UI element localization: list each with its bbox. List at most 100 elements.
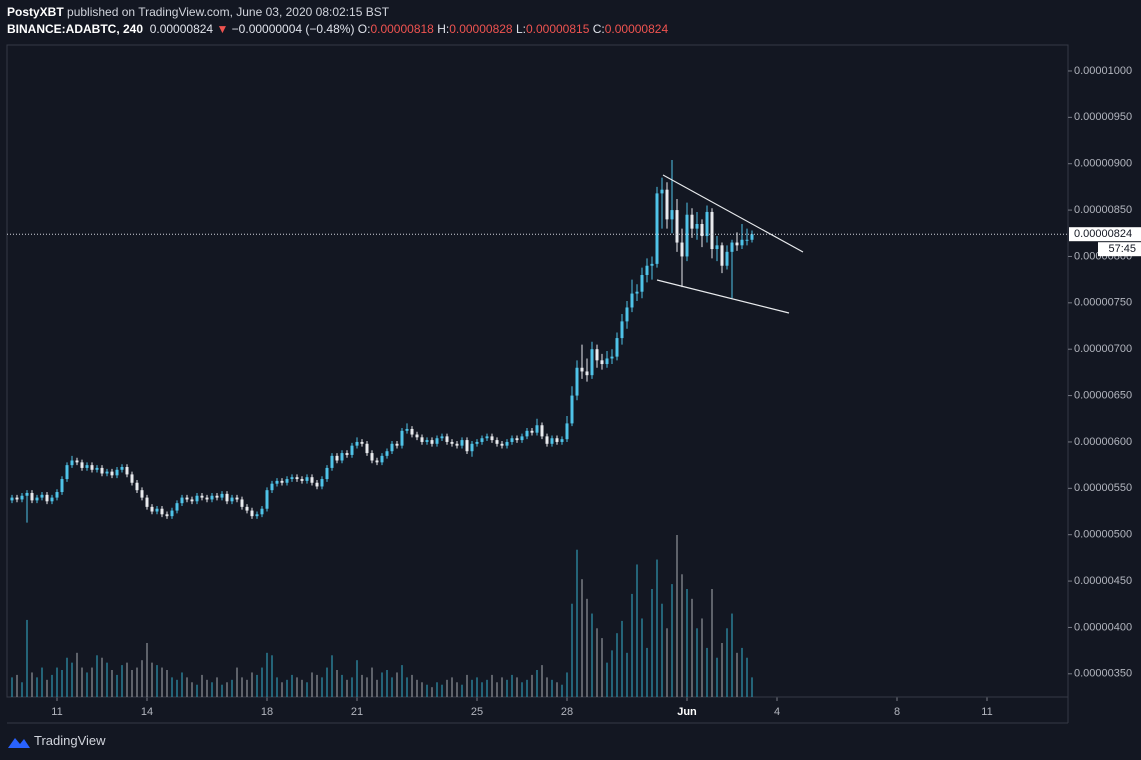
candle-body: [430, 440, 434, 444]
candle-body: [390, 443, 394, 452]
candle-body: [345, 453, 349, 455]
candle-body: [560, 439, 564, 442]
volume-bar: [86, 672, 88, 697]
candle-body: [425, 440, 429, 442]
volume-bar: [731, 613, 733, 697]
candle-body: [455, 443, 459, 446]
volume-bar: [666, 628, 668, 697]
candle-body: [535, 425, 539, 433]
candle-body: [205, 497, 209, 500]
candle-body: [470, 443, 474, 452]
volume-bar: [651, 589, 653, 697]
volume-bar: [611, 650, 613, 697]
volume-bar: [21, 682, 23, 697]
volume-bar: [491, 674, 493, 697]
volume-bar: [461, 684, 463, 697]
author: PostyXBT: [7, 5, 64, 19]
volume-bar: [431, 687, 433, 697]
candle-body: [80, 462, 84, 468]
candle-body: [55, 492, 59, 498]
ohlc-key: L:: [515, 22, 526, 36]
volume-bar: [441, 684, 443, 697]
candle-body: [660, 189, 664, 194]
x-tick-label: 8: [894, 706, 900, 718]
volume-bar: [251, 672, 253, 697]
volume-bar: [676, 535, 678, 697]
x-tick-label: 25: [471, 706, 483, 718]
volume-bar: [741, 647, 743, 697]
volume-bar: [286, 679, 288, 697]
volume-bar: [466, 674, 468, 697]
publish-line: PostyXBT published on TradingView.com, J…: [7, 4, 668, 21]
y-tick-label: 0.00000550: [1074, 482, 1132, 494]
y-tick-label: 0.00000450: [1074, 575, 1132, 587]
candle-body: [70, 460, 74, 466]
candle-body: [350, 445, 354, 455]
volume-bar: [146, 643, 148, 697]
candle-body: [395, 443, 399, 446]
candle-body: [675, 210, 679, 243]
volume-bar: [406, 677, 408, 697]
ohlc-key: O:: [357, 22, 371, 36]
volume-bar: [316, 674, 318, 697]
candle-body: [50, 497, 54, 502]
plot-frame: [6, 44, 1069, 698]
volume-bar: [126, 662, 128, 697]
countdown: 57:45: [1108, 243, 1136, 255]
x-tick-label: 21: [351, 706, 363, 718]
candle-body: [595, 349, 599, 361]
candle-body: [520, 436, 524, 441]
volume-bar: [551, 679, 553, 697]
volume-bar: [226, 682, 228, 697]
volume-bar: [401, 665, 403, 697]
candle-body: [190, 499, 194, 502]
symbol: BINANCE:ADABTC, 240: [7, 22, 144, 36]
candle-body: [280, 480, 284, 483]
candle-body: [725, 251, 729, 266]
volume-bar: [166, 670, 168, 697]
candle-body: [590, 349, 594, 376]
volume-bar: [421, 682, 423, 697]
volume-bar: [636, 564, 638, 697]
candle-body: [145, 497, 149, 507]
candle-body: [500, 443, 504, 446]
volume-bar: [176, 679, 178, 697]
volume-bar: [446, 679, 448, 697]
candle-body: [570, 395, 574, 424]
volume-bar: [141, 660, 143, 697]
volume-bar: [236, 667, 238, 697]
volume-bar: [496, 682, 498, 697]
candle-body: [30, 492, 34, 501]
candle-body: [580, 367, 584, 372]
candle-body: [320, 479, 324, 487]
volume-bar: [161, 667, 163, 697]
volume-bar: [661, 603, 663, 697]
volume-bar: [46, 679, 48, 697]
candle-body: [40, 494, 44, 498]
candle-body: [200, 495, 204, 498]
volume-bar: [331, 655, 333, 697]
candle-body: [750, 234, 754, 240]
volume-bar: [206, 679, 208, 697]
candle-body: [130, 474, 134, 483]
candle-body: [530, 430, 534, 433]
candle-body: [340, 453, 344, 461]
ohlc-key: C:: [592, 22, 605, 36]
candle-body: [385, 451, 389, 456]
candle-body: [440, 436, 444, 439]
volume-bar: [61, 670, 63, 697]
volume-bar: [106, 662, 108, 697]
volume-bar: [556, 682, 558, 697]
candle-body: [480, 438, 484, 442]
candle-body: [275, 480, 279, 484]
trendline-lower: [656, 279, 790, 314]
volume-bar: [16, 674, 18, 697]
candle-body: [630, 293, 634, 308]
volume-bar: [481, 682, 483, 697]
header: PostyXBT published on TradingView.com, J…: [7, 4, 668, 38]
volume-bar: [656, 559, 658, 697]
volume-bar: [706, 647, 708, 697]
y-tick-label: 0.00001000: [1074, 65, 1132, 77]
candle-body: [550, 438, 554, 444]
candle-body: [160, 508, 164, 515]
